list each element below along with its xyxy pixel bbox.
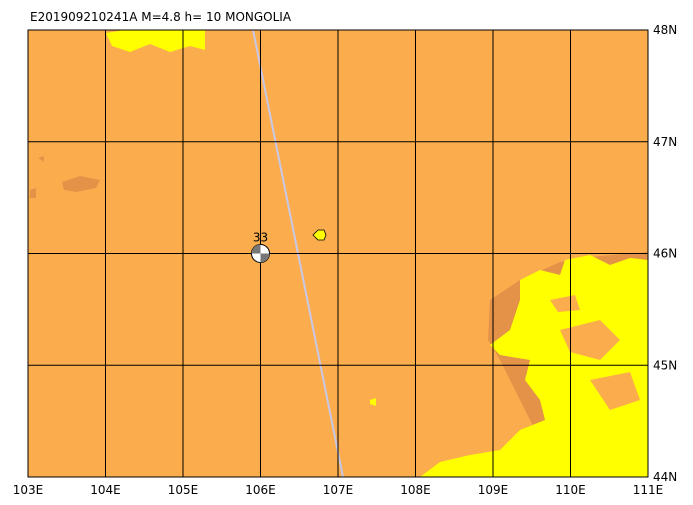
map-frame: [27, 29, 649, 478]
map-area: 33: [27, 29, 649, 478]
map-title: E201909210241A M=4.8 h= 10 MONGOLIA: [30, 10, 292, 24]
lon-label: 103E: [13, 483, 44, 497]
event-depth-label: 33: [253, 231, 268, 245]
lat-label: 44N: [653, 470, 677, 484]
event: 33: [251, 231, 270, 263]
station-marker: [312, 229, 327, 241]
beachball-quadrant: [251, 244, 261, 254]
lat-label: 48N: [653, 23, 677, 37]
terrain-gaps: [550, 295, 640, 410]
lon-label: 109E: [478, 483, 509, 497]
lon-label: 105E: [168, 483, 199, 497]
lat-label: 47N: [653, 135, 677, 149]
lat-label: 45N: [653, 358, 677, 372]
lon-label: 110E: [555, 483, 586, 497]
lon-label: 108E: [400, 483, 431, 497]
terrain-yellow: [106, 30, 648, 477]
beachball-quadrant: [260, 253, 270, 263]
lat-label: 46N: [653, 247, 677, 261]
lon-label: 104E: [90, 483, 121, 497]
lon-label: 107E: [323, 483, 354, 497]
lon-label: 106E: [245, 483, 276, 497]
lon-label: 111E: [633, 483, 664, 497]
